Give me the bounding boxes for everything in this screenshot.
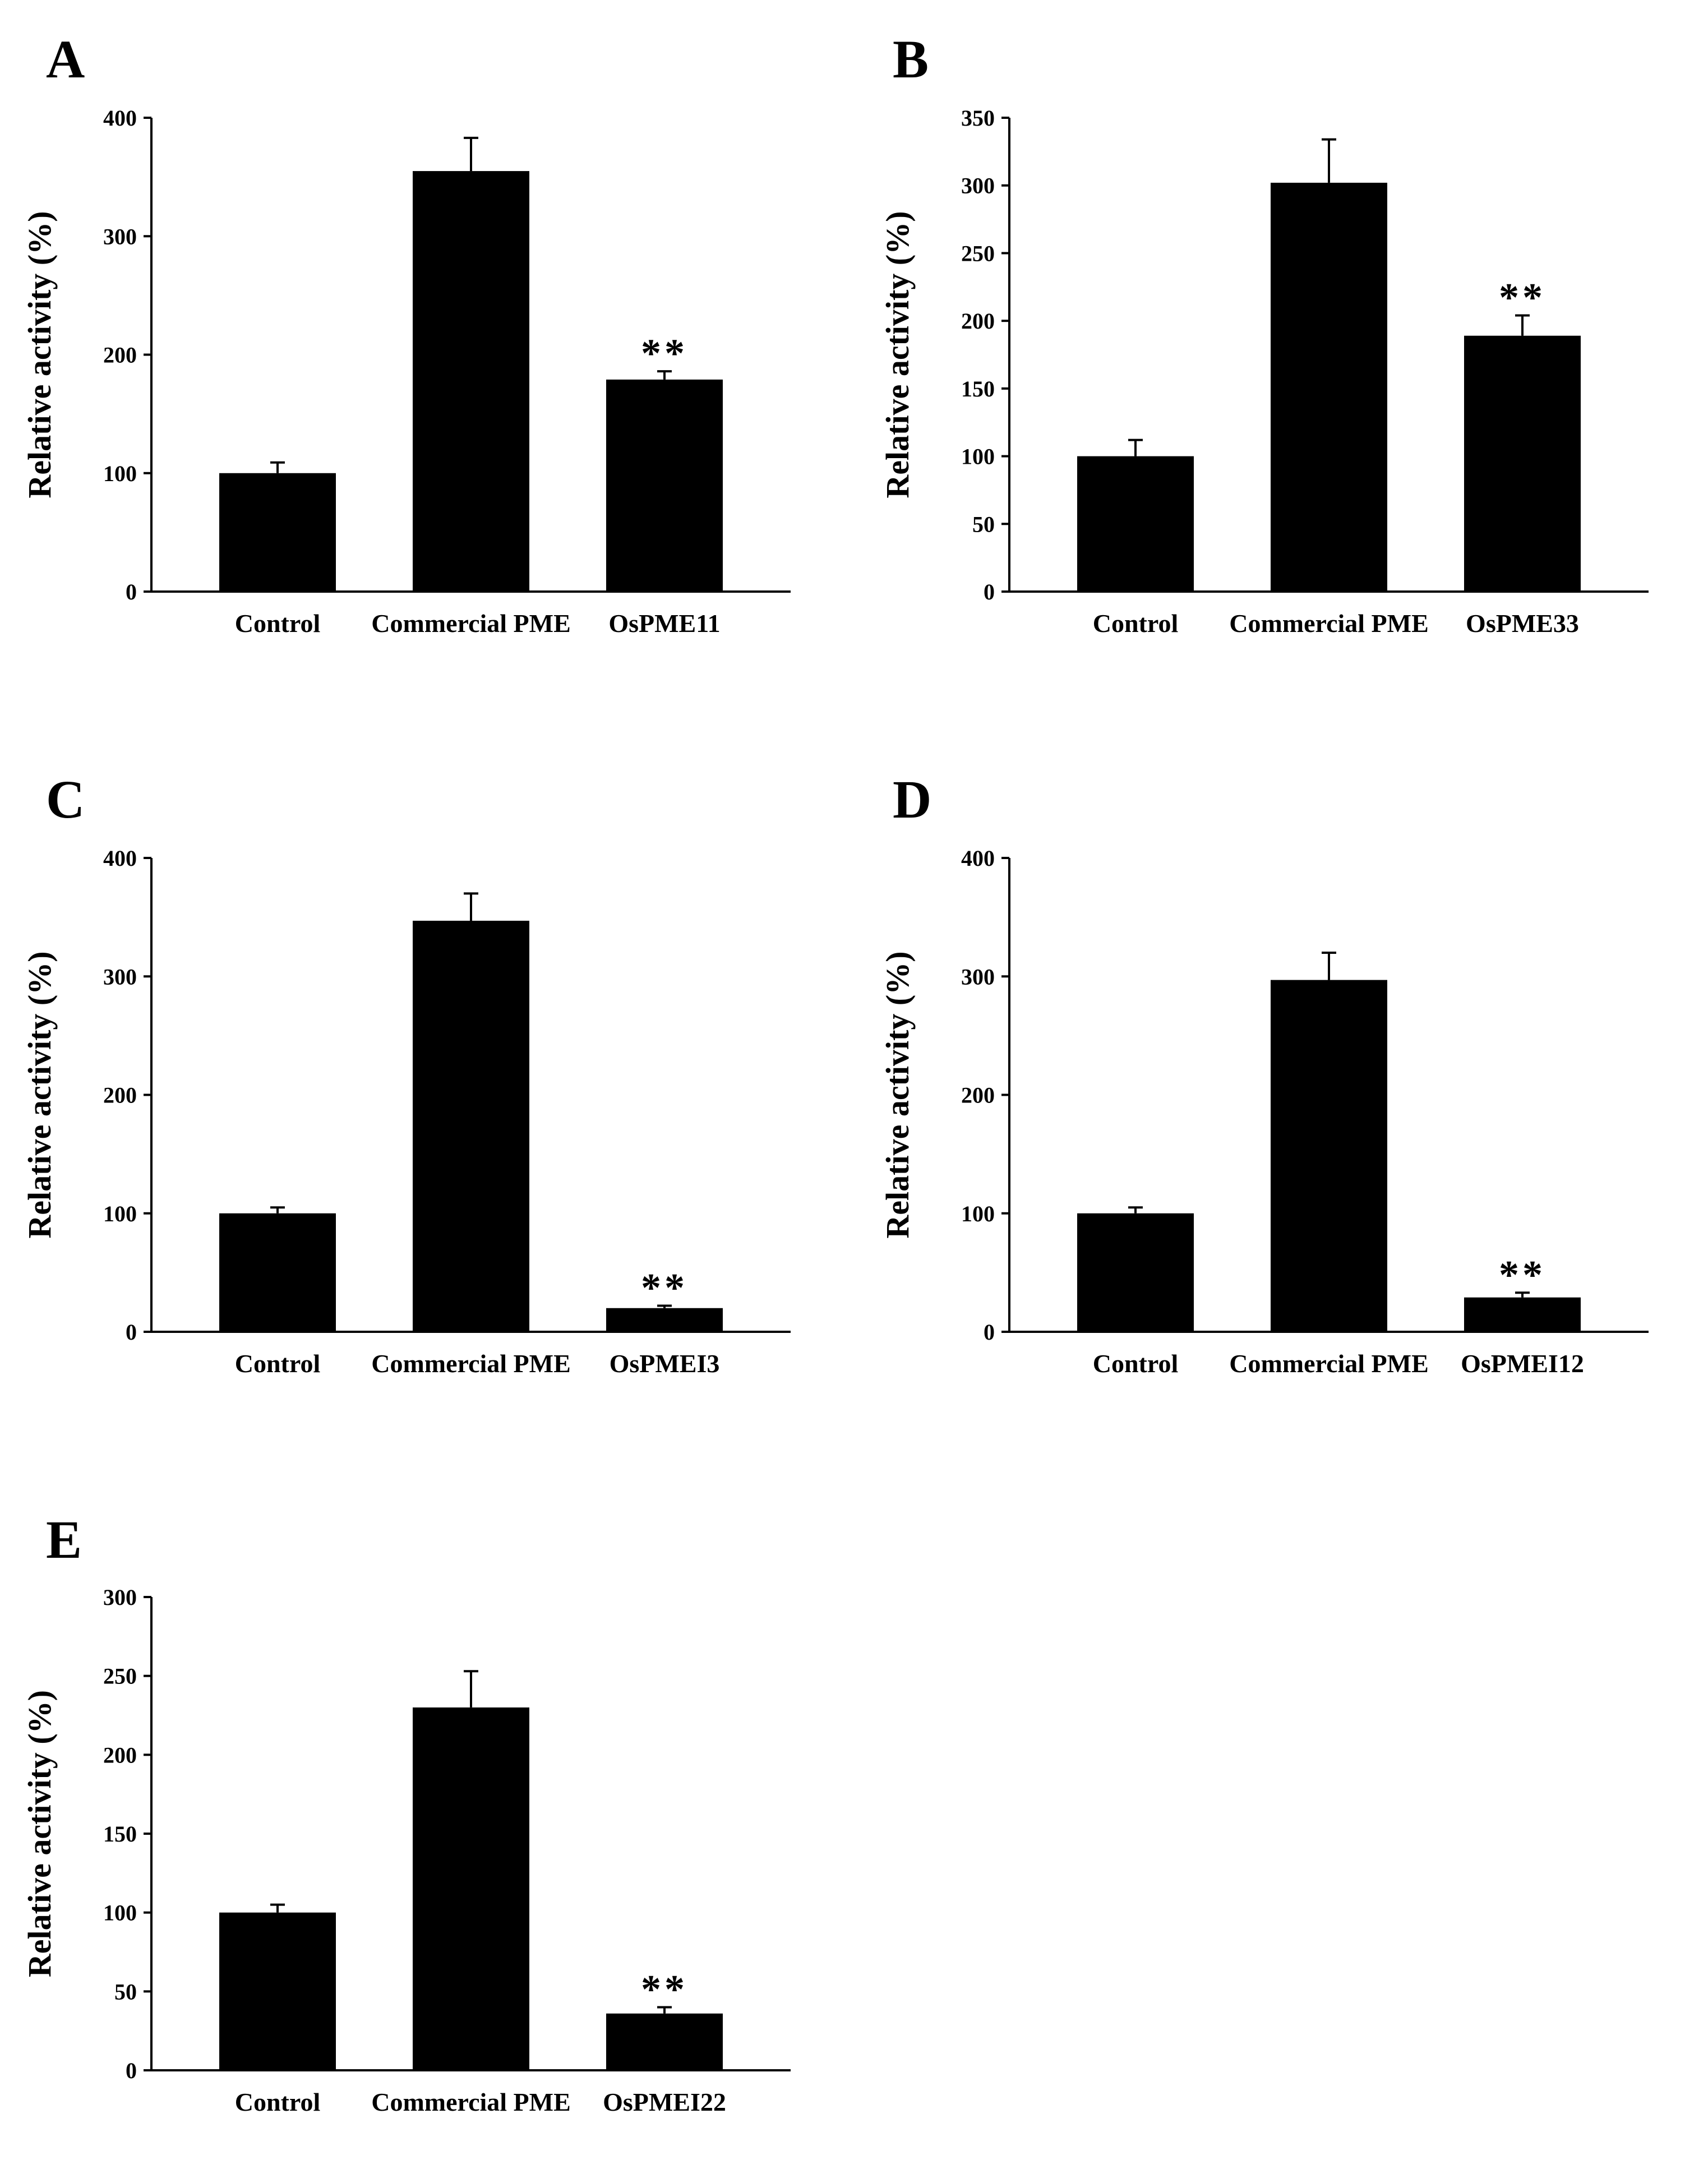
x-tick-label: Commercial PME xyxy=(1229,1349,1429,1378)
x-tick-label: Commercial PME xyxy=(371,1349,571,1378)
x-tick-label: Control xyxy=(235,2088,321,2116)
y-tick-label: 300 xyxy=(103,224,137,249)
x-tick-label: Control xyxy=(1093,1349,1179,1378)
bar-ospme33 xyxy=(1464,335,1581,592)
y-tick-label: 100 xyxy=(103,1900,137,1926)
y-tick-label: 0 xyxy=(126,1319,137,1345)
y-tick-label: 400 xyxy=(961,846,995,871)
x-tick-label: Commercial PME xyxy=(1229,609,1429,638)
panel-letter: A xyxy=(46,29,85,89)
y-tick-label: 400 xyxy=(103,105,137,131)
y-axis-label: Relative activity (%) xyxy=(21,211,58,498)
bar-commercial-pme xyxy=(413,171,529,592)
bar-ospmei3 xyxy=(606,1308,723,1332)
y-tick-label: 150 xyxy=(961,376,995,402)
panel-letter: E xyxy=(46,1510,82,1570)
bar-commercial-pme xyxy=(1271,980,1387,1332)
panel-letter: C xyxy=(46,769,85,829)
x-tick-label: OsPMEI22 xyxy=(603,2088,726,2116)
bar-ospmei22 xyxy=(606,2013,723,2070)
bar-control xyxy=(1077,1213,1194,1332)
y-tick-label: 100 xyxy=(103,1201,137,1226)
y-tick-label: 300 xyxy=(103,964,137,989)
x-tick-label: Commercial PME xyxy=(371,2088,571,2116)
x-tick-label: Control xyxy=(235,1349,321,1378)
y-tick-label: 0 xyxy=(984,579,995,604)
y-tick-label: 350 xyxy=(961,105,995,131)
y-tick-label: 200 xyxy=(961,308,995,334)
y-tick-label: 250 xyxy=(103,1664,137,1689)
chart-panel-e: E Relative activity (%) 0 50 100 150 200 250 300… xyxy=(21,1510,791,2116)
y-axis-label: Relative activity (%) xyxy=(879,211,916,498)
y-tick-label: 200 xyxy=(103,343,137,368)
significance-marker: ** xyxy=(641,331,688,376)
significance-marker: ** xyxy=(641,1967,688,2011)
x-tick-label: Control xyxy=(1093,609,1179,638)
x-tick-label: OsPMEI12 xyxy=(1461,1349,1584,1378)
chart-panel-c: C Relative activity (%) 0 100 200 300 400 Contr… xyxy=(21,769,791,1378)
y-tick-label: 0 xyxy=(126,2058,137,2083)
significance-marker: ** xyxy=(641,1266,688,1310)
bar-commercial-pme xyxy=(413,1707,529,2070)
bar-control xyxy=(1077,456,1194,592)
bar-ospmei12 xyxy=(1464,1297,1581,1332)
y-tick-label: 100 xyxy=(103,461,137,486)
bar-control xyxy=(219,1912,336,2070)
bar-commercial-pme xyxy=(413,920,529,1332)
y-tick-label: 100 xyxy=(961,1201,995,1226)
x-tick-label: OsPMEI3 xyxy=(610,1349,720,1378)
x-tick-label: Control xyxy=(235,609,321,638)
y-axis-label: Relative activity (%) xyxy=(879,951,916,1238)
y-tick-label: 300 xyxy=(103,1585,137,1610)
x-tick-label: Commercial PME xyxy=(371,609,571,638)
bar-control xyxy=(219,1213,336,1332)
y-tick-label: 300 xyxy=(961,964,995,989)
y-axis-label: Relative activity (%) xyxy=(21,1690,58,1977)
y-tick-label: 200 xyxy=(961,1083,995,1108)
panel-letter: B xyxy=(893,29,929,89)
chart-panel-b: B Relative activity (%) 0 50 100 150 200 250 300… xyxy=(879,29,1649,638)
y-axis-label: Relative activity (%) xyxy=(21,951,58,1238)
bar-ospme11 xyxy=(606,379,723,592)
x-tick-label: OsPME33 xyxy=(1466,609,1579,638)
chart-panel-d: D Relative activity (%) 0 100 200 300 400 Contr… xyxy=(879,769,1649,1378)
y-tick-label: 0 xyxy=(126,579,137,604)
chart-panel-a: A Relative activity (%) 0 100 200 300 400 Contr… xyxy=(21,29,791,638)
significance-marker: ** xyxy=(1499,1252,1546,1297)
y-tick-label: 50 xyxy=(972,511,995,537)
y-tick-label: 150 xyxy=(103,1821,137,1847)
y-tick-label: 250 xyxy=(961,241,995,266)
panel-letter: D xyxy=(893,769,931,829)
y-tick-label: 300 xyxy=(961,173,995,199)
y-tick-label: 0 xyxy=(984,1319,995,1345)
bar-control xyxy=(219,473,336,592)
y-tick-label: 50 xyxy=(114,1979,137,2004)
y-tick-label: 200 xyxy=(103,1742,137,1767)
bar-commercial-pme xyxy=(1271,182,1387,592)
y-tick-label: 400 xyxy=(103,846,137,871)
significance-marker: ** xyxy=(1499,275,1546,320)
x-tick-label: OsPME11 xyxy=(608,609,720,638)
y-tick-label: 200 xyxy=(103,1083,137,1108)
y-tick-label: 100 xyxy=(961,444,995,469)
